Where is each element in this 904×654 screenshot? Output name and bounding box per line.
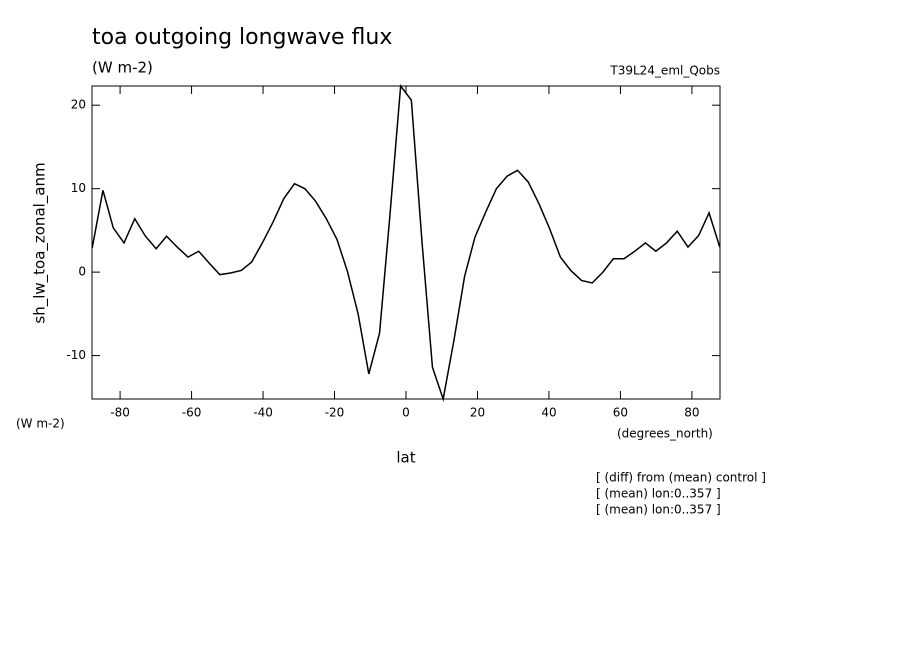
y-axis-units: (W m-2) — [16, 417, 65, 431]
chart-subtitle: (W m-2) — [92, 59, 153, 77]
note: [ (diff) from (mean) control ] — [596, 471, 766, 485]
y-axis-label: sh_lw_toa_zonal_anm — [31, 162, 50, 323]
x-axis-units: (degrees_north) — [617, 427, 713, 441]
x-tick-label: 20 — [470, 406, 485, 420]
chart-title: toa outgoing longwave flux — [92, 25, 392, 50]
x-tick-label: 60 — [613, 406, 628, 420]
note: [ (mean) lon:0..357 ] — [596, 487, 721, 501]
x-tick-label: 0 — [402, 406, 410, 420]
x-tick-label: 40 — [541, 406, 556, 420]
x-tick-label: -60 — [182, 406, 202, 420]
note: [ (mean) lon:0..357 ] — [596, 503, 721, 517]
data-line — [91, 83, 721, 402]
x-tick-label: -20 — [325, 406, 345, 420]
x-tick-label: -40 — [253, 406, 273, 420]
x-axis-label: lat — [396, 449, 415, 467]
y-tick-label: 10 — [71, 181, 86, 195]
plot-frame — [91, 85, 721, 400]
y-tick-label: 20 — [71, 98, 86, 112]
x-tick-label: -80 — [110, 406, 130, 420]
y-tick-label: -10 — [66, 348, 86, 362]
x-tick-label: 80 — [684, 406, 699, 420]
run-label: T39L24_eml_Qobs — [609, 64, 720, 78]
y-tick-label: 0 — [78, 265, 86, 279]
